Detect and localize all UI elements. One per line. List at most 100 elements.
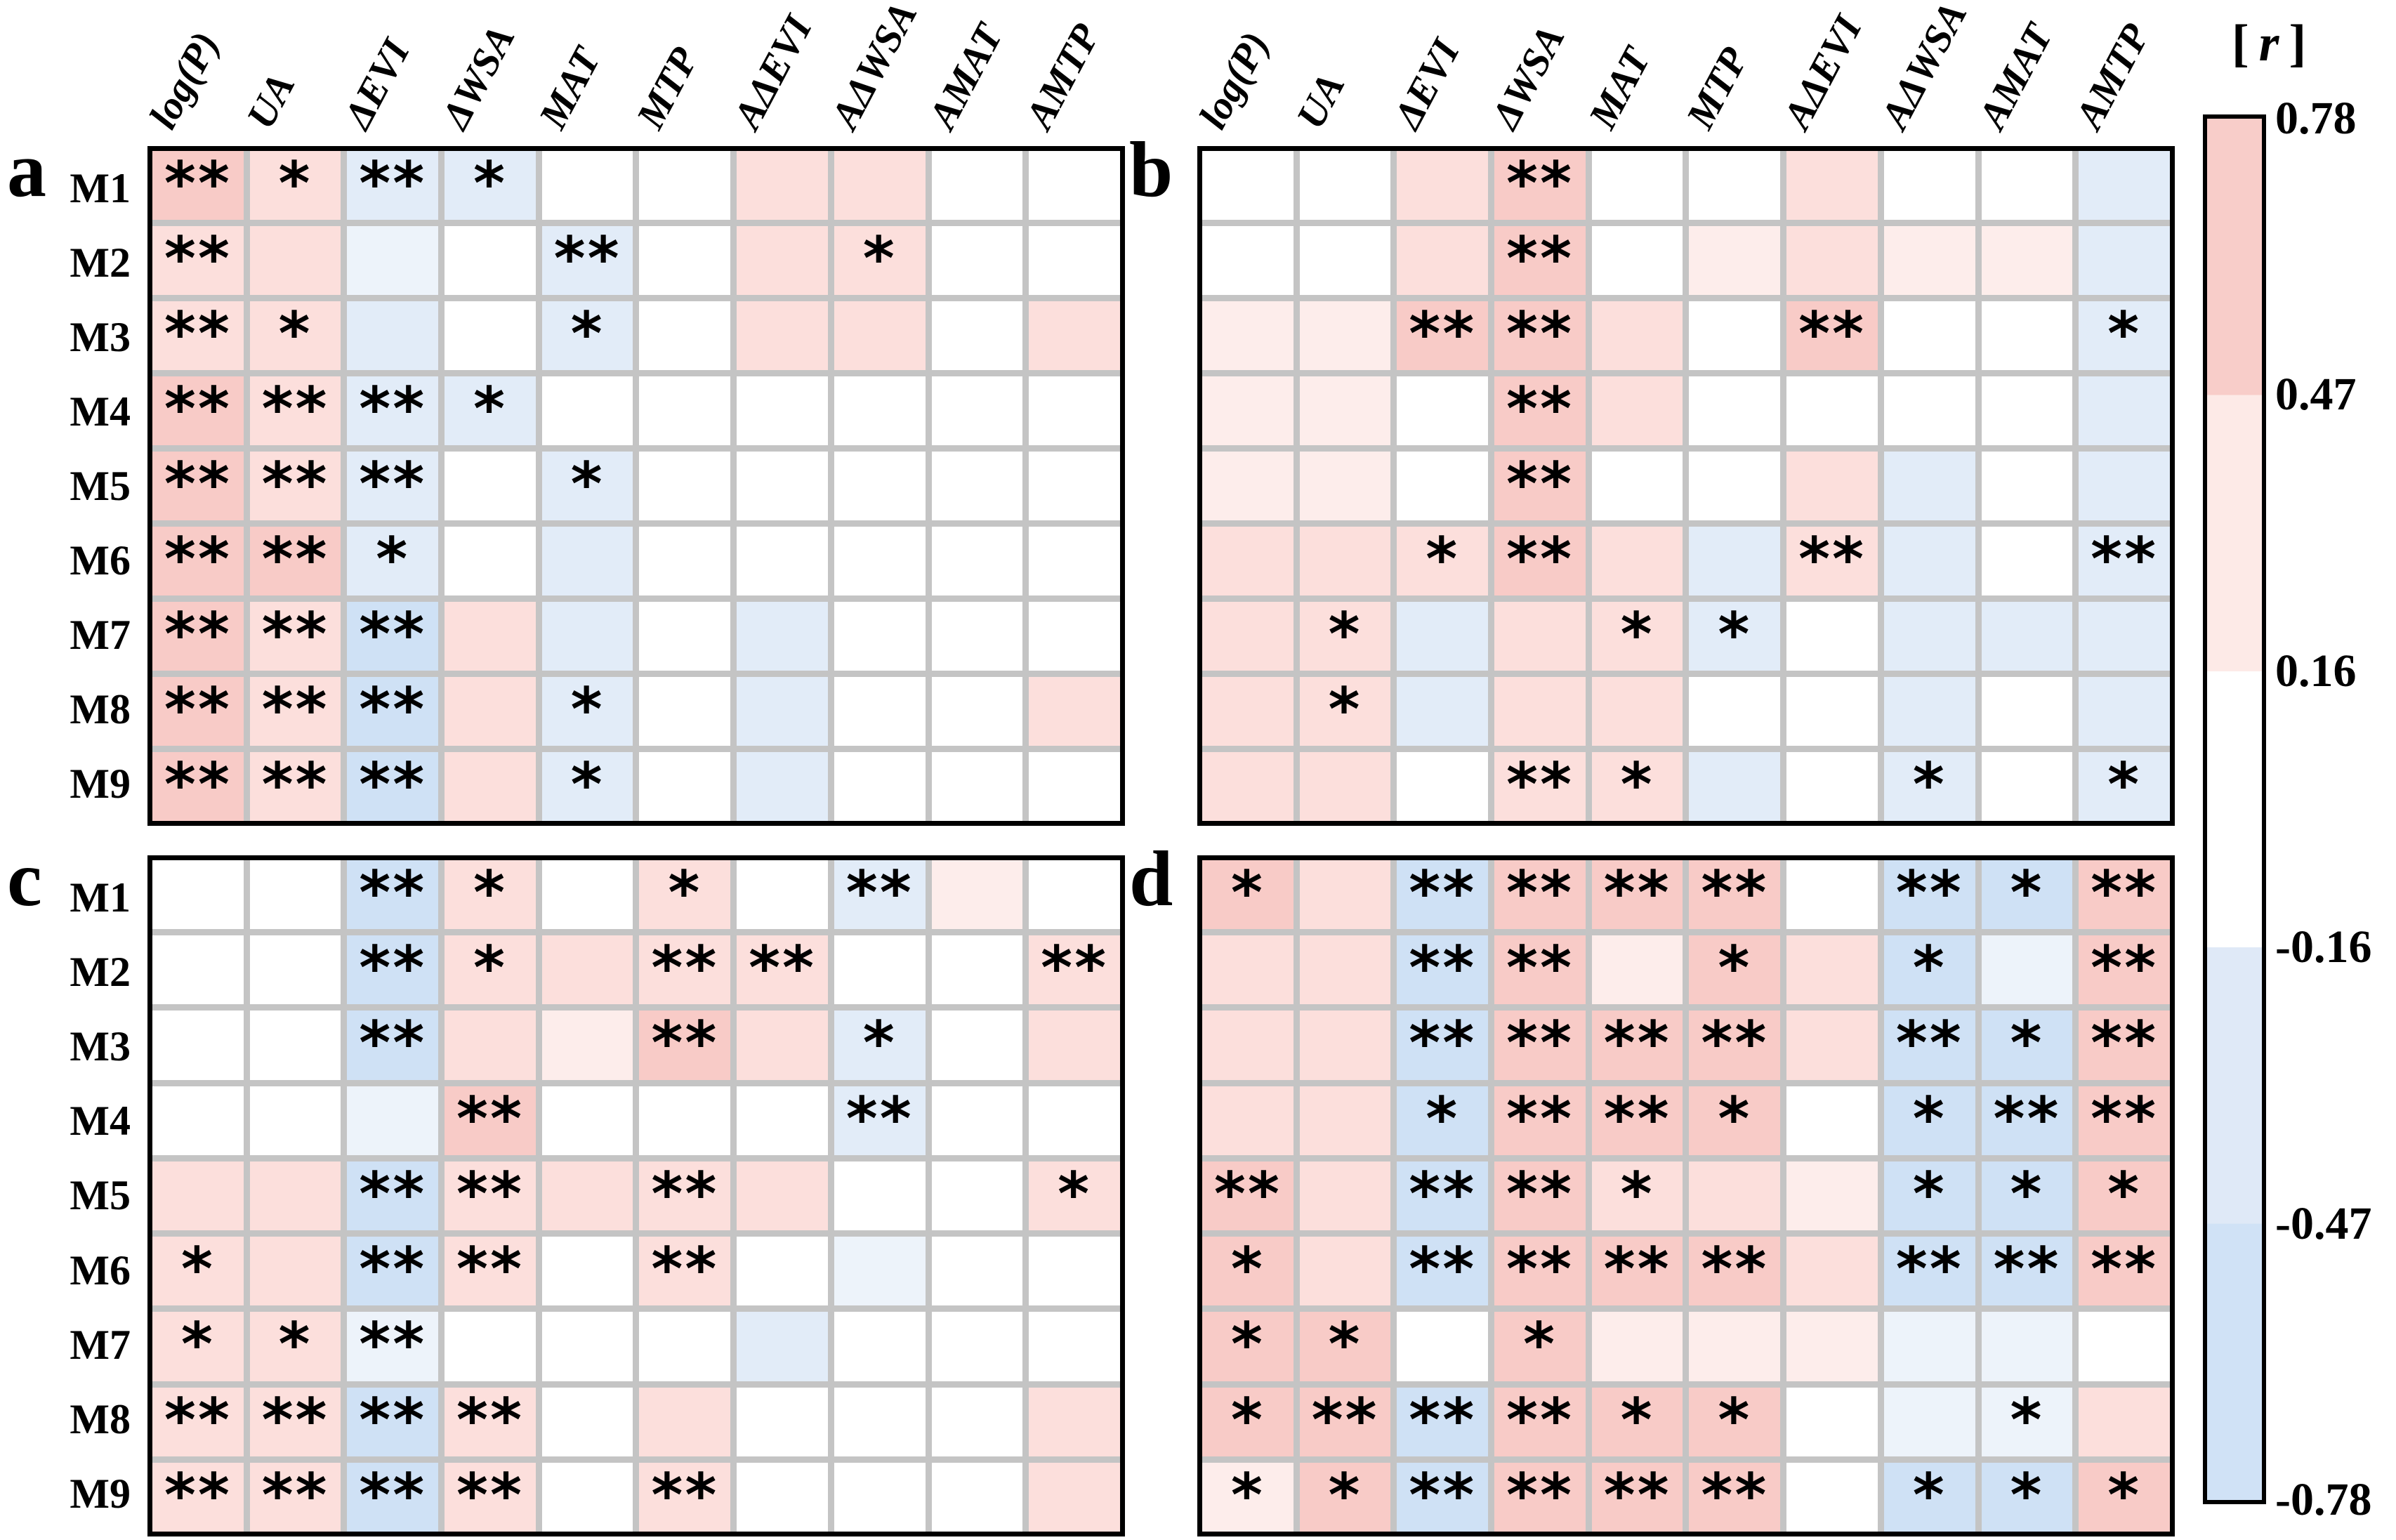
heatmap-cell: ** xyxy=(1494,226,1586,295)
heatmap-cell xyxy=(1397,151,1489,220)
heatmap-cell xyxy=(541,602,633,671)
significance-marker: ** xyxy=(2091,935,2159,1004)
heatmap-cell: ** xyxy=(347,1387,439,1456)
heatmap-cell xyxy=(1029,1237,1120,1306)
significance-marker: * xyxy=(2107,1161,2142,1230)
heatmap-cell: ** xyxy=(1397,1237,1489,1306)
heatmap-cell: * xyxy=(2079,301,2170,370)
heatmap-cell: ** xyxy=(1883,1011,1975,1080)
significance-marker: ** xyxy=(1993,1086,2061,1154)
heatmap-cell xyxy=(834,1237,926,1306)
row-labels-a: M1 M2 M3 M4 M5 M6 M7 M8 M9 xyxy=(32,151,131,821)
heatmap-cell: * xyxy=(1591,1387,1683,1456)
col-header-6: MTP xyxy=(627,40,707,136)
significance-marker: ** xyxy=(1409,860,1477,928)
heatmap-cell: ** xyxy=(347,1312,439,1381)
heatmap-cell: ** xyxy=(445,1086,536,1155)
significance-marker: * xyxy=(1230,860,1265,928)
heatmap-cell xyxy=(1299,1011,1391,1080)
significance-marker: ** xyxy=(845,1086,914,1154)
heatmap-cell xyxy=(1883,1387,1975,1456)
significance-marker: ** xyxy=(1506,1161,1574,1230)
significance-marker: * xyxy=(1328,602,1362,670)
heatmap-cell xyxy=(931,935,1023,1005)
heatmap-cell xyxy=(834,1462,926,1532)
heatmap-cell xyxy=(1397,376,1489,445)
heatmap-cell xyxy=(541,1312,633,1381)
significance-marker: * xyxy=(278,301,312,369)
significance-marker: ** xyxy=(359,1462,427,1531)
col-header-6: MTP xyxy=(1677,40,1757,136)
heatmap-cell: ** xyxy=(347,935,439,1005)
heatmap-cell xyxy=(931,226,1023,295)
significance-marker: * xyxy=(1718,935,1752,1004)
heatmap-cell xyxy=(1029,602,1120,671)
heatmap-cell xyxy=(1029,376,1120,445)
heatmap-cell xyxy=(1689,376,1781,445)
significance-marker: ** xyxy=(261,452,329,520)
heatmap-cell: ** xyxy=(347,860,439,930)
heatmap-cell xyxy=(152,1161,244,1231)
heatmap-cell: ** xyxy=(249,677,341,746)
row-label-m9: M9 xyxy=(70,1470,131,1518)
heatmap-cell xyxy=(445,752,536,821)
row-label-m4: M4 xyxy=(70,388,131,435)
significance-marker: ** xyxy=(1506,1086,1574,1154)
heatmap-cell: ** xyxy=(347,1161,439,1231)
col-header-8: AΔWSA xyxy=(822,0,926,136)
heatmap-cell xyxy=(931,527,1023,595)
panel-letter-d: d xyxy=(1129,836,1173,923)
heatmap-cell: * xyxy=(1689,1387,1781,1456)
significance-marker: ** xyxy=(1603,1086,1671,1154)
row-label-m7: M7 xyxy=(70,611,131,658)
significance-marker: * xyxy=(2010,1161,2044,1230)
heatmap-cell: * xyxy=(1883,1086,1975,1155)
heatmap-cell: ** xyxy=(1494,1011,1586,1080)
heatmap-cell: ** xyxy=(1494,301,1586,370)
col-header-1: log(P) xyxy=(140,25,228,136)
heatmap-cell xyxy=(1029,226,1120,295)
heatmap-cell xyxy=(737,1011,828,1080)
significance-marker: * xyxy=(570,301,605,369)
heatmap-cell xyxy=(931,1312,1023,1381)
heatmap-cell: * xyxy=(1397,527,1489,595)
significance-marker: ** xyxy=(261,602,329,670)
heatmap-cell: ** xyxy=(1397,1462,1489,1532)
heatmap-cell xyxy=(1689,301,1781,370)
significance-marker: ** xyxy=(1213,1161,1282,1230)
heatmap-cell xyxy=(931,1237,1023,1306)
heatmap-cell: ** xyxy=(347,376,439,445)
heatmap-cell xyxy=(1029,452,1120,520)
significance-marker: ** xyxy=(164,1462,232,1531)
significance-marker: * xyxy=(1718,1387,1752,1456)
heatmap-cell xyxy=(931,1086,1023,1155)
heatmap-cell: ** xyxy=(1494,1161,1586,1231)
heatmap-cell: * xyxy=(152,1312,244,1381)
significance-marker: ** xyxy=(651,1237,719,1305)
heatmap-cell xyxy=(1786,1011,1878,1080)
heatmap-cell: * xyxy=(1299,677,1391,746)
heatmap-cell xyxy=(737,527,828,595)
heatmap-cell xyxy=(1883,301,1975,370)
row-label-m8: M8 xyxy=(70,685,131,732)
heatmap-cell xyxy=(639,226,731,295)
heatmap-cell: ** xyxy=(152,226,244,295)
heatmap-cell: ** xyxy=(347,1011,439,1080)
heatmap-cell: ** xyxy=(347,602,439,671)
heatmap-cell xyxy=(152,1011,244,1080)
heatmap-cell xyxy=(1981,376,2073,445)
heatmap-cell xyxy=(1689,1312,1781,1381)
significance-marker: * xyxy=(2107,752,2142,820)
significance-marker: ** xyxy=(1701,1237,1769,1305)
col-header-9: AMAT xyxy=(920,17,1012,136)
col-header-5: MAT xyxy=(530,40,610,136)
heatmap-cell xyxy=(1689,226,1781,295)
heatmap-cell xyxy=(1591,1312,1683,1381)
significance-marker: * xyxy=(1620,602,1654,670)
heatmap-cell xyxy=(1202,1086,1294,1155)
heatmap-cell: ** xyxy=(445,1462,536,1532)
heatmap-cell: ** xyxy=(1494,1086,1586,1155)
heatmap-cell: * xyxy=(249,301,341,370)
heatmap-cell xyxy=(541,1237,633,1306)
heatmap-cell: * xyxy=(1883,1161,1975,1231)
